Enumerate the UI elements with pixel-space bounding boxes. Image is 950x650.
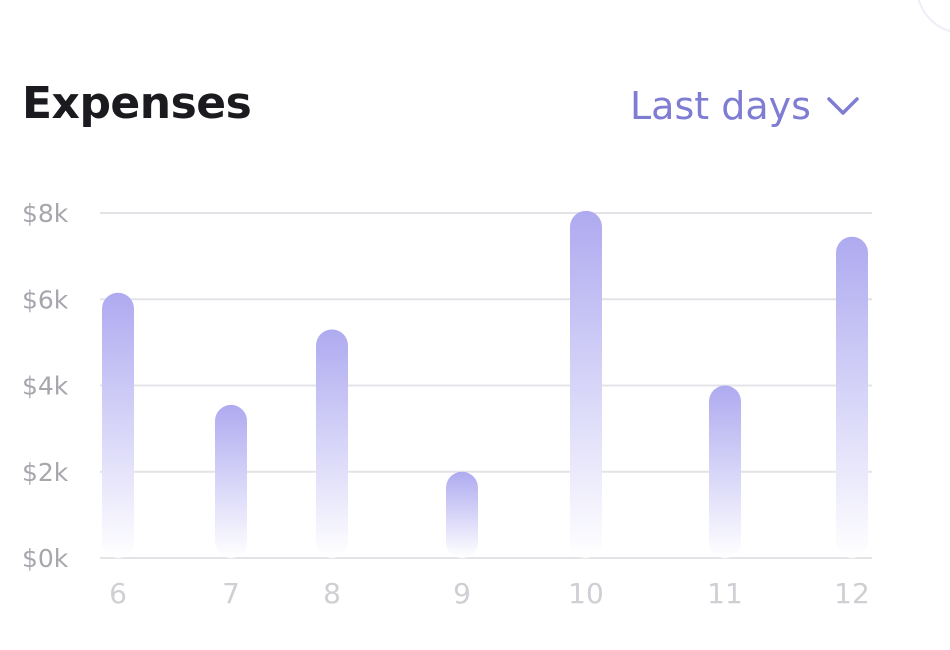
y-tick-label: $6k	[22, 285, 69, 314]
bar-11	[709, 386, 741, 559]
bar-7	[215, 405, 247, 558]
bar-12	[836, 237, 868, 558]
y-tick-label: $8k	[22, 199, 69, 228]
bar-9	[446, 472, 478, 558]
x-tick-label: 7	[222, 577, 240, 610]
bar-10	[570, 211, 602, 558]
x-axis-ticks: 6 7 8 9 10 11 12	[109, 577, 870, 610]
x-tick-label: 6	[109, 577, 127, 610]
y-tick-label: $0k	[22, 544, 69, 573]
x-tick-label: 12	[834, 577, 870, 610]
bar-8	[316, 329, 348, 558]
bars	[102, 211, 868, 558]
x-tick-label: 9	[453, 577, 471, 610]
y-tick-label: $4k	[22, 372, 69, 401]
x-tick-label: 11	[707, 577, 743, 610]
y-axis-ticks: $0k $2k $4k $6k $8k	[22, 199, 69, 573]
x-tick-label: 10	[568, 577, 604, 610]
y-tick-label: $2k	[22, 458, 69, 487]
x-tick-label: 8	[323, 577, 341, 610]
bar-6	[102, 293, 134, 558]
